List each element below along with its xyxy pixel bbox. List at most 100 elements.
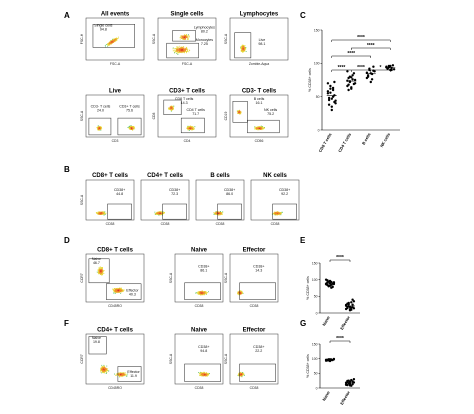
data-point	[352, 300, 356, 303]
event-dot	[187, 37, 189, 39]
event-dot	[203, 293, 205, 294]
gate-box	[107, 203, 132, 220]
event-dot	[119, 290, 120, 292]
x-axis-label: CD4	[184, 139, 191, 143]
event-dot	[259, 126, 261, 128]
event-dot	[221, 213, 223, 215]
data-point	[326, 92, 330, 95]
event-dot	[238, 374, 240, 376]
event-dot	[121, 376, 123, 378]
event-dot	[99, 126, 101, 128]
event-dot	[176, 51, 178, 53]
event-dot	[244, 45, 246, 47]
data-point	[326, 90, 330, 93]
event-dot	[97, 272, 99, 274]
event-dot	[103, 214, 105, 216]
event-dot	[206, 375, 208, 377]
gate-label: Live	[259, 38, 266, 42]
data-point	[327, 103, 331, 106]
event-dot	[201, 290, 203, 292]
event-dot	[204, 375, 206, 377]
event-dot	[243, 50, 245, 52]
y-tick-label: 100	[312, 357, 318, 361]
event-dot	[102, 370, 103, 372]
event-dot	[215, 211, 217, 213]
event-dot	[206, 292, 208, 293]
event-dot	[106, 370, 108, 371]
event-dot	[202, 291, 204, 293]
y-tick-label: 150	[312, 342, 318, 346]
event-dot	[118, 290, 119, 292]
event-dot	[186, 47, 187, 49]
data-point	[350, 76, 353, 79]
event-dot	[100, 273, 101, 275]
event-dot	[238, 372, 240, 374]
event-dot	[206, 293, 208, 294]
event-dot	[239, 373, 241, 374]
category-label: Naive	[321, 314, 331, 326]
event-dot	[101, 267, 103, 268]
event-dot	[120, 374, 122, 376]
gate-label: Lymphocytes	[194, 26, 215, 30]
event-dot	[105, 369, 107, 371]
event-dot	[174, 50, 176, 52]
event-dot	[191, 126, 193, 127]
event-dot	[121, 288, 122, 290]
event-dot	[257, 128, 259, 130]
y-tick-label: 100	[312, 278, 318, 282]
event-dot	[97, 126, 99, 128]
event-dot	[122, 375, 124, 376]
event-dot	[276, 213, 278, 215]
event-dot	[238, 375, 240, 377]
data-point	[389, 64, 392, 68]
event-dot	[157, 212, 159, 214]
event-dot	[104, 213, 106, 215]
event-dot	[221, 212, 223, 214]
event-dot	[173, 50, 175, 51]
event-dot	[119, 291, 120, 292]
event-dot	[182, 36, 183, 37]
x-axis-label: CD38	[195, 304, 204, 308]
event-dot	[133, 126, 135, 127]
event-dot	[170, 105, 172, 107]
event-dot	[111, 43, 112, 45]
event-dot	[182, 51, 183, 52]
event-dot	[103, 368, 104, 370]
event-dot	[256, 129, 257, 130]
event-dot	[180, 47, 182, 49]
event-dot	[261, 129, 263, 131]
event-dot	[106, 368, 108, 370]
event-dot	[183, 47, 185, 49]
event-dot	[280, 214, 282, 216]
event-dot	[120, 289, 121, 291]
event-dot	[240, 113, 242, 115]
event-dot	[262, 127, 264, 129]
event-dot	[115, 39, 116, 41]
data-point	[346, 70, 349, 73]
event-dot	[129, 127, 131, 129]
event-dot	[215, 214, 217, 215]
data-point	[332, 357, 336, 361]
event-dot	[99, 270, 100, 272]
event-dot	[163, 213, 165, 214]
event-dot	[104, 371, 106, 372]
event-dot	[241, 45, 243, 47]
event-dot	[199, 375, 201, 376]
event-dot	[121, 290, 122, 291]
gate-label: Naive	[92, 336, 101, 340]
event-dot	[202, 293, 204, 295]
event-dot	[279, 213, 280, 215]
event-dot	[101, 270, 103, 271]
event-dot	[160, 212, 162, 214]
event-dot	[261, 127, 263, 129]
event-dot	[202, 373, 204, 375]
gate-label: CD3- T cells	[91, 105, 111, 109]
event-dot	[184, 35, 186, 37]
gate-box	[106, 283, 142, 300]
event-dot	[185, 34, 187, 36]
event-dot	[103, 371, 105, 373]
event-dot	[131, 127, 133, 129]
event-dot	[113, 292, 115, 294]
event-dot	[176, 48, 178, 50]
event-dot	[204, 291, 205, 292]
